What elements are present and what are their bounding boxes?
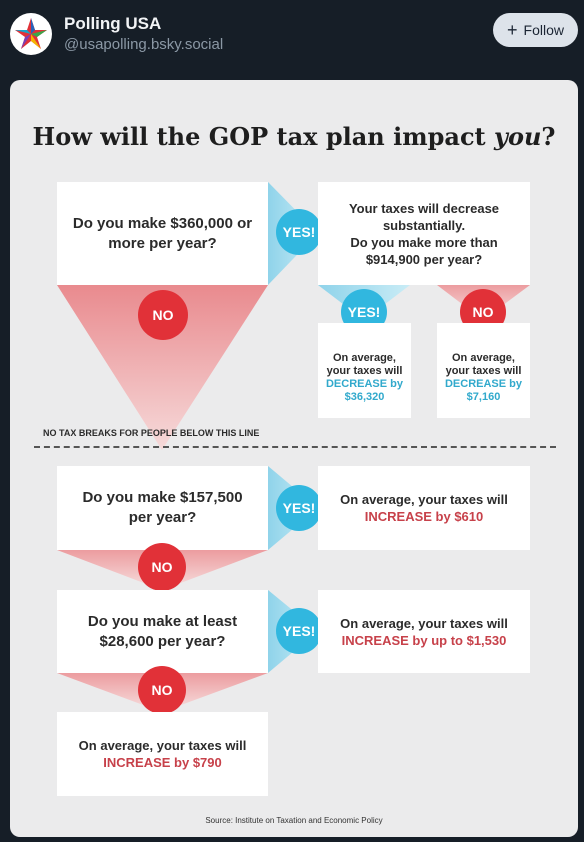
- no-badge-1: NO: [138, 290, 188, 340]
- funnel-no-1: [57, 285, 268, 450]
- avatar[interactable]: [10, 13, 52, 55]
- yes-badge-1: YES!: [276, 209, 322, 255]
- q1-yes-result-box: Your taxes will decrease substantially. …: [318, 182, 530, 285]
- follow-label: Follow: [523, 22, 564, 38]
- plus-icon: +: [507, 20, 518, 40]
- follow-button[interactable]: + Follow: [493, 13, 578, 47]
- q2-yes-result-box: On average, your taxes will INCREASE by …: [318, 466, 530, 550]
- no-badge-2: NO: [138, 543, 186, 591]
- yes-badge-3: YES!: [276, 608, 322, 654]
- source-note: Source: Institute on Taxation and Econom…: [205, 816, 383, 825]
- final-result-box: On average, your taxes will INCREASE by …: [57, 712, 268, 796]
- post-header: Polling USA @usapolling.bsky.social + Fo…: [0, 0, 584, 72]
- yes-badge-2: YES!: [276, 485, 322, 531]
- cutoff-line: [34, 446, 556, 448]
- decrease-result-no: On average, your taxes will DECREASE by …: [437, 323, 530, 418]
- star-logo-icon: [15, 18, 47, 49]
- account-handle[interactable]: @usapolling.bsky.social: [64, 36, 224, 53]
- account-name[interactable]: Polling USA: [64, 14, 162, 33]
- question-3-box: Do you make at least $28,600 per year?: [57, 590, 268, 673]
- cutoff-label: NO TAX BREAKS FOR PEOPLE BELOW THIS LINE: [43, 428, 260, 438]
- infographic-image[interactable]: How will the GOP tax plan impact you? Do…: [10, 80, 578, 837]
- no-badge-3: NO: [138, 666, 186, 714]
- q3-yes-result-box: On average, your taxes will INCREASE by …: [318, 590, 530, 673]
- infographic-title: How will the GOP tax plan impact you?: [32, 122, 556, 151]
- decrease-result-yes: On average, your taxes will DECREASE by …: [318, 323, 411, 418]
- question-2-box: Do you make $157,500 per year?: [57, 466, 268, 550]
- question-1-box: Do you make $360,000 or more per year?: [57, 182, 268, 285]
